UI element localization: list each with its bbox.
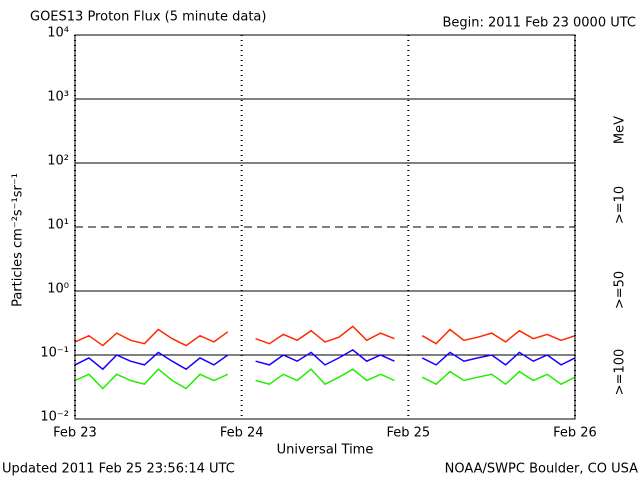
y-tick-label: 10¹ bbox=[47, 218, 69, 233]
y-tick-label: 10³ bbox=[47, 90, 69, 105]
legend-unit: MeV bbox=[613, 116, 628, 144]
subtitle: Begin: 2011 Feb 23 0000 UTC bbox=[442, 16, 636, 31]
x-tick-label: Feb 24 bbox=[220, 426, 264, 441]
footer-left: Updated 2011 Feb 25 23:56:14 UTC bbox=[2, 462, 235, 477]
series-line bbox=[74, 348, 576, 371]
y-tick-label: 10⁻² bbox=[40, 410, 69, 425]
series-line bbox=[74, 325, 576, 347]
x-tick-label: Feb 26 bbox=[553, 426, 597, 441]
y-tick-label: 10⁻¹ bbox=[40, 346, 69, 361]
chart-title: GOES13 Proton Flux (5 minute data) bbox=[30, 10, 266, 25]
y-tick-label: 10⁰ bbox=[47, 282, 69, 297]
y-axis-label: Particles cm⁻²s⁻¹sr⁻¹ bbox=[11, 173, 26, 307]
x-tick-label: Feb 23 bbox=[53, 426, 97, 441]
legend-entry: >=50 bbox=[613, 271, 628, 309]
footer-right: NOAA/SWPC Boulder, CO USA bbox=[445, 462, 638, 477]
x-axis-label: Universal Time bbox=[277, 443, 374, 458]
legend-entry: >=100 bbox=[613, 349, 628, 396]
x-tick-label: Feb 25 bbox=[386, 426, 430, 441]
legend-entry: >=10 bbox=[613, 186, 628, 224]
y-tick-label: 10² bbox=[47, 154, 69, 169]
series-line bbox=[74, 368, 576, 390]
plot-frame bbox=[74, 34, 576, 420]
y-tick-label: 10⁴ bbox=[47, 26, 69, 41]
